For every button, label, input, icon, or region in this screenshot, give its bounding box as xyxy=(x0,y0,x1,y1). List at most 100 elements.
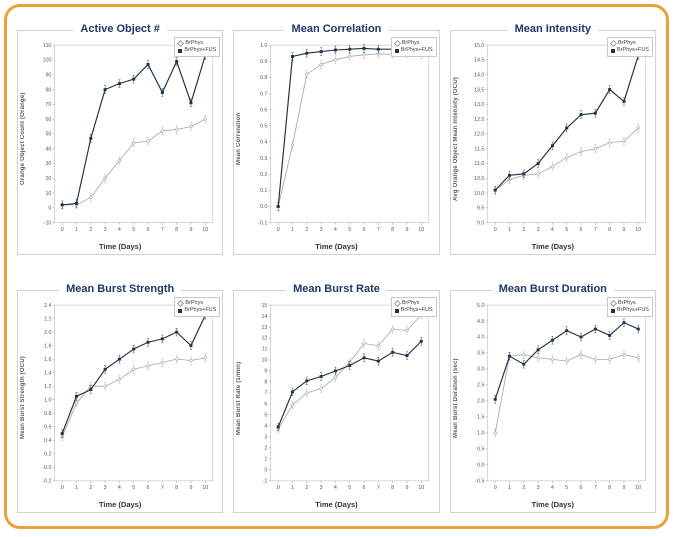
chart-body: Mean Burst Strength (OCU) 2.4 2.2 2.0 1.8 1.… xyxy=(18,291,222,499)
chart-mean-correlation: Mean Correlation BrPhys BrPhys+FUS Mean … xyxy=(233,23,440,255)
legend-label: BrPhys xyxy=(401,300,420,306)
legend-label: BrPhys xyxy=(618,40,636,46)
legend: BrPhys BrPhys+FUS xyxy=(390,37,437,57)
svg-text:-0.5: -0.5 xyxy=(475,479,484,485)
svg-text:3: 3 xyxy=(320,227,323,233)
plot-svg: 2.4 2.2 2.0 1.8 1.6 1.4 1.2 1.0 0.8 0.6 0.4 0.2 -0.0… xyxy=(42,303,214,491)
svg-text:0.5: 0.5 xyxy=(477,447,485,453)
svg-text:0.0: 0.0 xyxy=(477,463,485,469)
svg-text:3: 3 xyxy=(104,227,107,233)
svg-text:15: 15 xyxy=(262,303,268,309)
svg-text:8: 8 xyxy=(391,485,394,491)
svg-text:8: 8 xyxy=(175,485,178,491)
y-axis-label: Avg Orange Object Mean Intensity (OCU) xyxy=(452,76,459,202)
plot-area: 15 14 13 12 11 10 9 8 7 6 5 4 3 2 1 0 -1 0 1 2 3 4 5 6 7 8 9 10 xyxy=(247,297,436,499)
svg-text:1: 1 xyxy=(508,485,511,491)
square-marker-icon xyxy=(611,48,616,53)
chart-title: Mean Intensity xyxy=(507,23,599,35)
svg-text:0.4: 0.4 xyxy=(44,438,52,444)
svg-text:9: 9 xyxy=(622,227,625,233)
svg-text:8: 8 xyxy=(175,227,178,233)
svg-text:2: 2 xyxy=(265,446,268,452)
diamond-marker-icon xyxy=(609,39,618,48)
x-axis-label: Time (Days) xyxy=(531,500,575,509)
chart-body: Avg Orange Object Mean Intensity (OCU) 1… xyxy=(451,31,655,241)
square-marker-icon xyxy=(394,48,399,53)
svg-text:0.6: 0.6 xyxy=(260,108,268,114)
svg-text:8: 8 xyxy=(265,380,268,386)
svg-text:4: 4 xyxy=(334,485,337,491)
legend-item: BrPhys+FUS xyxy=(611,307,649,314)
svg-text:2: 2 xyxy=(522,227,525,233)
x-axis-label: Time (Days) xyxy=(315,500,358,509)
svg-text:6: 6 xyxy=(363,227,366,233)
y-axis-label: Mean Burst Duration (sec) xyxy=(452,358,459,438)
svg-text:0.7: 0.7 xyxy=(260,91,268,97)
square-marker-icon xyxy=(611,308,616,313)
svg-text:0.6: 0.6 xyxy=(44,425,52,431)
svg-text:80: 80 xyxy=(45,87,51,93)
svg-text:2.5: 2.5 xyxy=(477,383,485,389)
chart-title: Mean Burst Duration xyxy=(491,283,614,295)
svg-text:20: 20 xyxy=(45,176,51,182)
legend-label: BrPhys xyxy=(185,40,204,46)
svg-text:10: 10 xyxy=(202,485,208,491)
plot-area: 5.0 4.5 4.0 3.5 3.0 2.5 2.0 1.5 1.0 0.5 0.0 -0.5 0 1 2… xyxy=(464,297,653,499)
svg-text:5: 5 xyxy=(565,485,568,491)
svg-text:0: 0 xyxy=(265,468,268,474)
svg-text:10: 10 xyxy=(635,485,641,491)
y-axis-label: Mean Burst Strength (OCU) xyxy=(20,356,26,440)
legend-label: BrPhys+FUS xyxy=(617,307,649,313)
svg-text:0: 0 xyxy=(61,485,64,491)
svg-text:3: 3 xyxy=(536,485,539,491)
svg-text:1.5: 1.5 xyxy=(477,415,485,421)
legend-label: BrPhys+FUS xyxy=(400,47,433,53)
svg-text:1: 1 xyxy=(291,227,294,233)
report-card: Active Object # BrPhys BrPhys+FUS Orange… xyxy=(4,4,669,529)
svg-text:14: 14 xyxy=(262,314,268,320)
svg-text:10: 10 xyxy=(635,227,641,233)
x-axis-label: Time (Days) xyxy=(531,242,575,251)
plot-area: 15.0 14.5 14.0 13.5 13.0 12.5 12.0 11.5 11.0 10.5… xyxy=(464,37,653,241)
svg-text:8: 8 xyxy=(608,485,611,491)
chart-active-object-count: Active Object # BrPhys BrPhys+FUS Orange… xyxy=(17,23,224,255)
svg-text:-10: -10 xyxy=(44,220,52,226)
svg-text:4: 4 xyxy=(334,227,337,233)
svg-text:10: 10 xyxy=(45,191,51,197)
svg-text:0: 0 xyxy=(61,227,64,233)
svg-text:1: 1 xyxy=(75,485,78,491)
svg-text:13.0: 13.0 xyxy=(474,102,485,108)
svg-text:0.2: 0.2 xyxy=(44,452,52,458)
svg-text:5.0: 5.0 xyxy=(477,303,485,309)
svg-text:0.9: 0.9 xyxy=(260,59,268,65)
legend-label: BrPhys+FUS xyxy=(184,307,217,313)
svg-text:3: 3 xyxy=(265,435,268,441)
x-axis-label: Time (Days) xyxy=(98,500,142,509)
legend-item: BrPhys xyxy=(177,39,216,48)
svg-text:0: 0 xyxy=(277,485,280,491)
svg-text:0.0: 0.0 xyxy=(260,204,268,210)
svg-text:90: 90 xyxy=(45,73,51,79)
svg-text:6: 6 xyxy=(265,402,268,408)
svg-text:70: 70 xyxy=(45,102,51,108)
svg-text:11: 11 xyxy=(262,347,268,353)
chart-body: Mean Burst Rate (1/min) 15 14 13 12 11 10 9 8 7 6… xyxy=(234,291,438,499)
svg-text:0.5: 0.5 xyxy=(260,124,268,130)
svg-text:3: 3 xyxy=(320,485,323,491)
svg-text:1.0: 1.0 xyxy=(260,43,268,49)
svg-text:9: 9 xyxy=(265,369,268,375)
legend: BrPhys BrPhys+FUS xyxy=(607,297,653,317)
svg-text:11.0: 11.0 xyxy=(474,161,484,167)
chart-title: Mean Correlation xyxy=(284,23,389,35)
svg-text:9: 9 xyxy=(622,485,625,491)
svg-text:7: 7 xyxy=(594,485,597,491)
chart-body: Orange Object Count (Orange) 110 100 90 80 7… xyxy=(18,31,222,241)
square-marker-icon xyxy=(394,308,399,313)
svg-text:0.8: 0.8 xyxy=(260,75,268,81)
svg-text:11.5: 11.5 xyxy=(474,147,484,153)
y-axis-label: Mean Correlation xyxy=(236,112,243,166)
chart-mean-burst-duration: Mean Burst Duration BrPhys BrPhys+FUS Me… xyxy=(449,283,656,513)
chart-title: Active Object # xyxy=(73,23,167,35)
chart-mean-burst-rate: Mean Burst Rate BrPhys BrPhys+FUS Mean B… xyxy=(233,283,440,513)
